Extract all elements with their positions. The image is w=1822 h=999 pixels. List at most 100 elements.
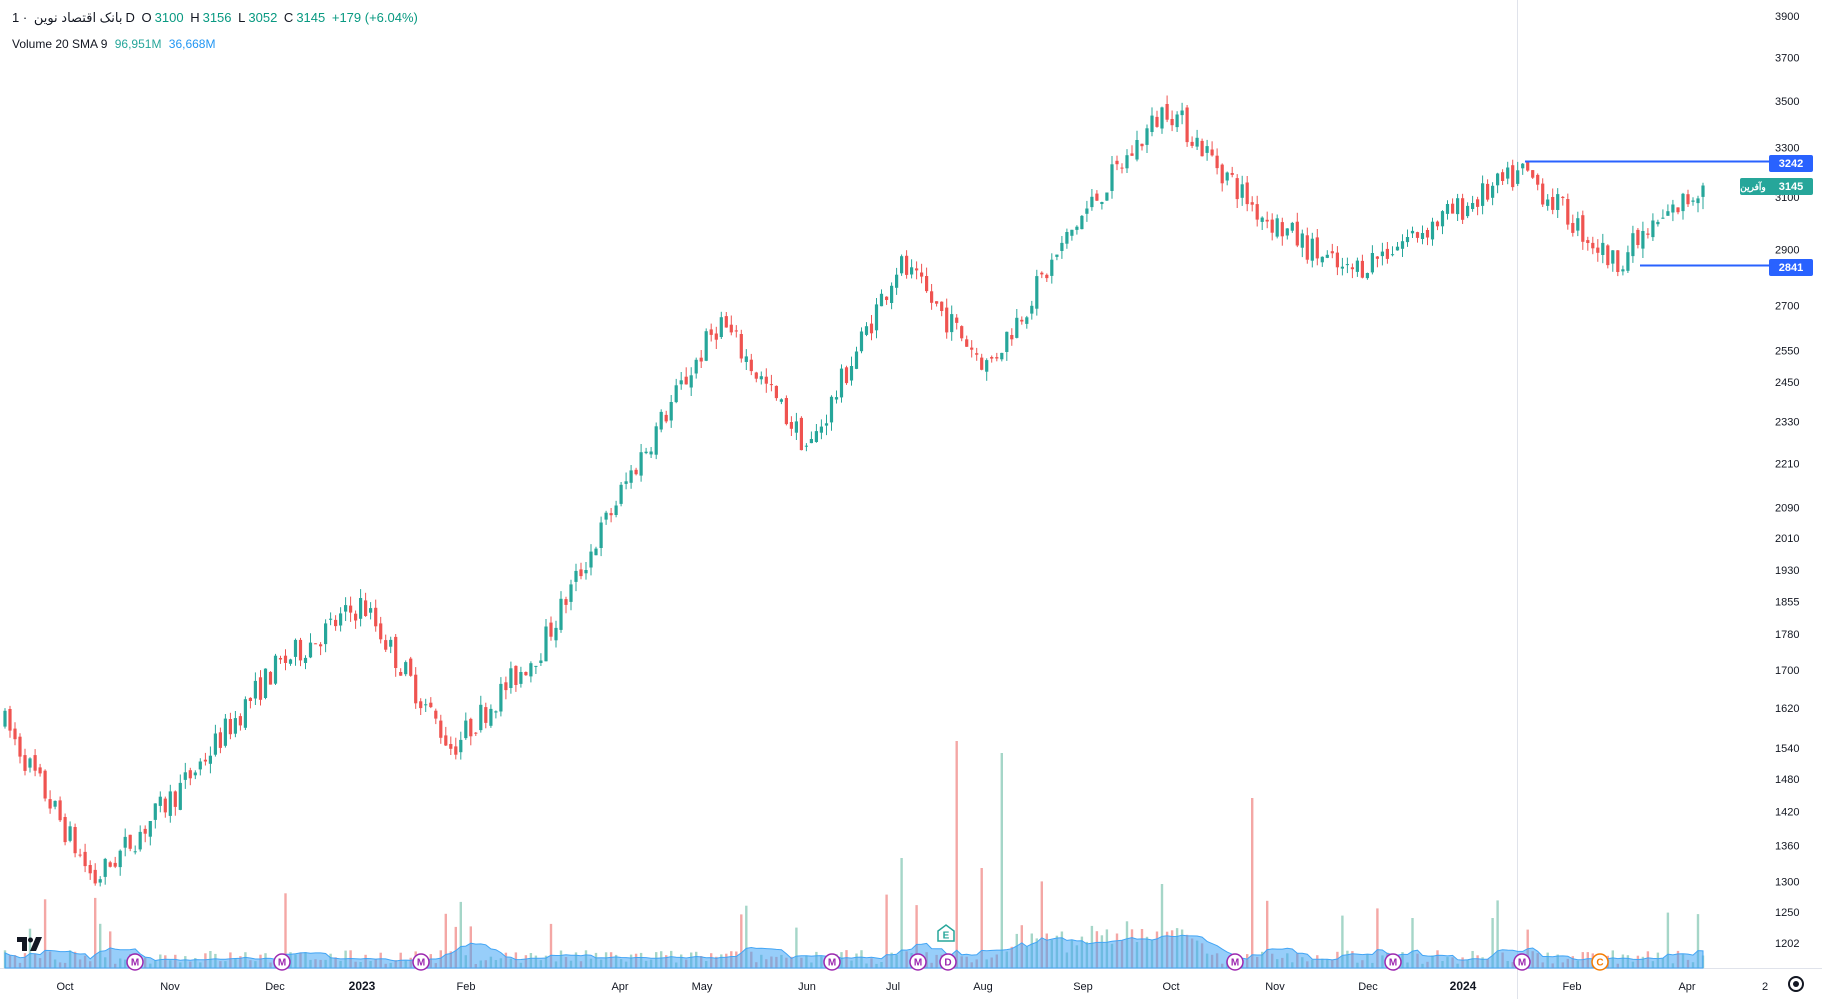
x-tick-label: Dec xyxy=(1358,981,1378,993)
candle-body xyxy=(1581,215,1585,242)
sma-value: 36,668M xyxy=(168,37,216,51)
candle-body xyxy=(429,702,433,708)
y-tick-label: 3500 xyxy=(1775,96,1799,108)
candle-body xyxy=(253,680,257,699)
candle-body xyxy=(864,326,869,335)
volume-bar xyxy=(549,923,553,968)
candle-body xyxy=(1410,230,1415,234)
candle-body xyxy=(794,421,798,433)
candle-body xyxy=(389,639,393,647)
event-badge-earnings[interactable] xyxy=(937,924,955,942)
candle-body xyxy=(73,827,77,854)
price-axis[interactable]: 3900370035003300310029002700255024502330… xyxy=(1775,11,1799,950)
volume-bar xyxy=(1040,881,1043,968)
candle-body xyxy=(298,639,303,661)
candle-body xyxy=(344,605,348,612)
candle-body xyxy=(324,623,328,645)
candle-body xyxy=(905,255,909,275)
candle-body xyxy=(1511,165,1515,188)
candle-body xyxy=(143,828,147,834)
candle-body xyxy=(1375,256,1379,259)
candle-body xyxy=(814,431,818,442)
event-badge[interactable] xyxy=(412,953,430,971)
candle-body xyxy=(724,316,728,328)
candle-body xyxy=(474,732,478,734)
y-tick-label: 1620 xyxy=(1775,703,1799,715)
event-badges[interactable]: M M M M M D E M M M C xyxy=(126,924,1609,971)
candle-body xyxy=(1165,104,1169,120)
candle-body xyxy=(664,414,668,422)
candle-body xyxy=(1145,128,1149,145)
interval-label[interactable]: 1D xyxy=(12,10,135,25)
symbol-name[interactable]: بانک اقتصاد نوین xyxy=(33,10,123,25)
candle-body xyxy=(1250,202,1254,205)
event-badge[interactable] xyxy=(126,953,144,971)
event-badge[interactable] xyxy=(273,953,291,971)
event-badge[interactable] xyxy=(909,953,927,971)
candle-body xyxy=(1065,232,1069,244)
candle-body xyxy=(113,862,117,867)
candle-body xyxy=(1255,204,1259,220)
candle-body xyxy=(1230,173,1234,175)
candle-body xyxy=(1491,185,1495,198)
candle-body xyxy=(28,758,32,768)
event-badge[interactable] xyxy=(1384,953,1402,971)
time-axis[interactable]: Oct Nov Dec 2023 Feb Apr May Jun Jul Aug Sep Oct Nov… xyxy=(56,979,1768,993)
y-tick-label: 1300 xyxy=(1775,876,1799,888)
x-tick-label: Nov xyxy=(160,981,180,993)
tradingview-logo-icon[interactable] xyxy=(17,935,45,956)
high-label: H xyxy=(190,10,200,25)
event-badge-label: M xyxy=(278,958,286,969)
horizontal-lines[interactable] xyxy=(1525,160,1769,267)
candle-body xyxy=(1586,240,1590,243)
event-badge[interactable] xyxy=(939,953,957,971)
event-badge[interactable] xyxy=(823,953,841,971)
settings-gear-icon[interactable] xyxy=(1788,976,1804,992)
candle-body xyxy=(1405,237,1410,243)
event-badge[interactable] xyxy=(1591,953,1609,971)
candle-body xyxy=(23,755,27,771)
y-tick-label: 1360 xyxy=(1775,841,1799,853)
candle-body xyxy=(1696,198,1700,204)
volume-bar xyxy=(1696,914,1700,968)
candle-body xyxy=(1621,269,1625,272)
candle-body xyxy=(1435,221,1440,227)
candle-body xyxy=(1676,207,1680,213)
volume-bar xyxy=(745,905,748,968)
candle-body xyxy=(3,710,7,727)
candle-body xyxy=(634,469,638,475)
y-tick-label: 1700 xyxy=(1775,665,1799,677)
candle-body xyxy=(1686,194,1690,205)
candle-body xyxy=(409,658,413,676)
event-badge[interactable] xyxy=(1513,953,1531,971)
candle-body xyxy=(1651,220,1655,238)
candle-body xyxy=(173,791,177,807)
event-badge[interactable] xyxy=(1226,953,1244,971)
event-badge-label: M xyxy=(828,958,836,969)
candle-body xyxy=(955,317,959,323)
candle-body xyxy=(1310,238,1314,261)
candle-body xyxy=(1486,183,1490,200)
candle-body xyxy=(1551,197,1555,210)
candle-body xyxy=(1430,221,1435,240)
candle-body xyxy=(1095,193,1099,201)
price-tags: 3242 وآفرين 3145 2841 xyxy=(1740,155,1813,276)
candle-body xyxy=(1050,259,1054,276)
candle-body xyxy=(574,570,578,582)
candle-body xyxy=(48,799,52,809)
candle-body xyxy=(514,665,518,685)
y-tick-label: 2900 xyxy=(1775,244,1799,256)
lower-line-tag xyxy=(1769,259,1813,276)
volume-bar xyxy=(915,905,918,968)
candle-body xyxy=(915,268,919,271)
candle-body xyxy=(1666,211,1670,216)
volume-label[interactable]: Volume 20 SMA 9 xyxy=(12,37,108,51)
candle-body xyxy=(228,719,232,735)
candle-body xyxy=(108,862,112,867)
candle-body xyxy=(1120,167,1124,169)
candle-body xyxy=(1335,252,1339,268)
candle-body xyxy=(384,640,388,650)
candle-body xyxy=(218,732,222,748)
candle-body xyxy=(1701,185,1705,197)
